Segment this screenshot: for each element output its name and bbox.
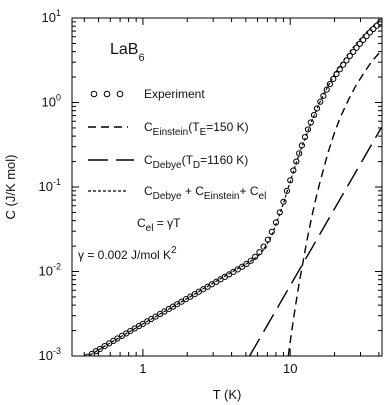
einstein-curve xyxy=(287,51,382,356)
experiment-point xyxy=(247,257,254,264)
legend-label-experiment: Experiment xyxy=(144,87,205,101)
experiment-point xyxy=(370,25,377,33)
experiment-point xyxy=(178,298,185,305)
experiment-point xyxy=(356,40,363,47)
series-layer xyxy=(84,19,382,356)
experiment-point xyxy=(296,150,303,157)
experiment-point xyxy=(343,57,350,64)
x-axis-label: T (K) xyxy=(213,387,242,402)
experiment-point xyxy=(127,328,134,335)
experiment-point xyxy=(161,308,168,315)
experiment-point xyxy=(304,126,312,133)
legend-sample-experiment xyxy=(90,90,124,98)
experiment-point xyxy=(350,48,357,55)
sample-label-sub: 6 xyxy=(138,52,144,64)
ticks-layer: 1 10 10-3 10-2 10-1 100 101 xyxy=(39,8,382,376)
experiment-point xyxy=(320,92,327,99)
experiment-point xyxy=(243,260,250,268)
total-curve xyxy=(87,19,381,356)
experiment-point xyxy=(239,263,246,270)
experiment-point xyxy=(283,187,291,194)
legend-label-debye: CDebye(TD=1160 K) xyxy=(144,153,248,171)
experiment-point xyxy=(323,86,330,93)
experiment-point xyxy=(84,353,91,356)
experiment-point xyxy=(152,313,159,320)
experiment-point xyxy=(373,22,380,29)
y-tick-label: 101 xyxy=(42,8,61,25)
experiment-point xyxy=(101,342,108,350)
sample-label: LaB6 xyxy=(110,41,145,64)
experiment-point xyxy=(326,81,333,88)
legend-label-einstein: CEinstein(TE=150 K) xyxy=(144,120,249,138)
experiment-point xyxy=(310,111,318,119)
experiment-point xyxy=(234,266,241,273)
sample-label-main: LaB xyxy=(110,41,138,58)
y-tick-label: 10-2 xyxy=(39,262,61,279)
annotation-electronic: Cel = γT xyxy=(137,216,181,234)
debye-curve xyxy=(248,127,382,356)
y-tick-label: 10-3 xyxy=(39,346,61,363)
legend: Experiment CEinstein(TE=150 K) CDebye(TD… xyxy=(88,87,266,202)
y-tick-label: 100 xyxy=(42,93,61,110)
experiment-point xyxy=(363,33,370,40)
experiment-point xyxy=(353,44,360,51)
x-tick-label: 10 xyxy=(283,361,297,376)
plot-area xyxy=(71,17,383,357)
experiment-point xyxy=(96,345,103,353)
y-tick-label: 10-1 xyxy=(39,177,61,194)
legend-label-total: CDebye + CEinstein+ Cel xyxy=(144,184,266,202)
experiment-point xyxy=(313,105,321,112)
experiment-point xyxy=(114,335,121,342)
experiment-point xyxy=(336,66,343,73)
experiment-point xyxy=(260,243,267,250)
experiment-point xyxy=(340,61,347,68)
experiment-point xyxy=(360,36,367,44)
experiment-point xyxy=(252,253,259,260)
experiment-point xyxy=(317,98,324,105)
experiment-point xyxy=(366,29,374,36)
experiment-point xyxy=(187,293,194,300)
annotation-gamma: γ = 0.002 J/mol K2 xyxy=(78,245,177,262)
y-axis-label: C (J/K mol) xyxy=(3,155,18,220)
x-tick-label: 1 xyxy=(139,361,146,376)
